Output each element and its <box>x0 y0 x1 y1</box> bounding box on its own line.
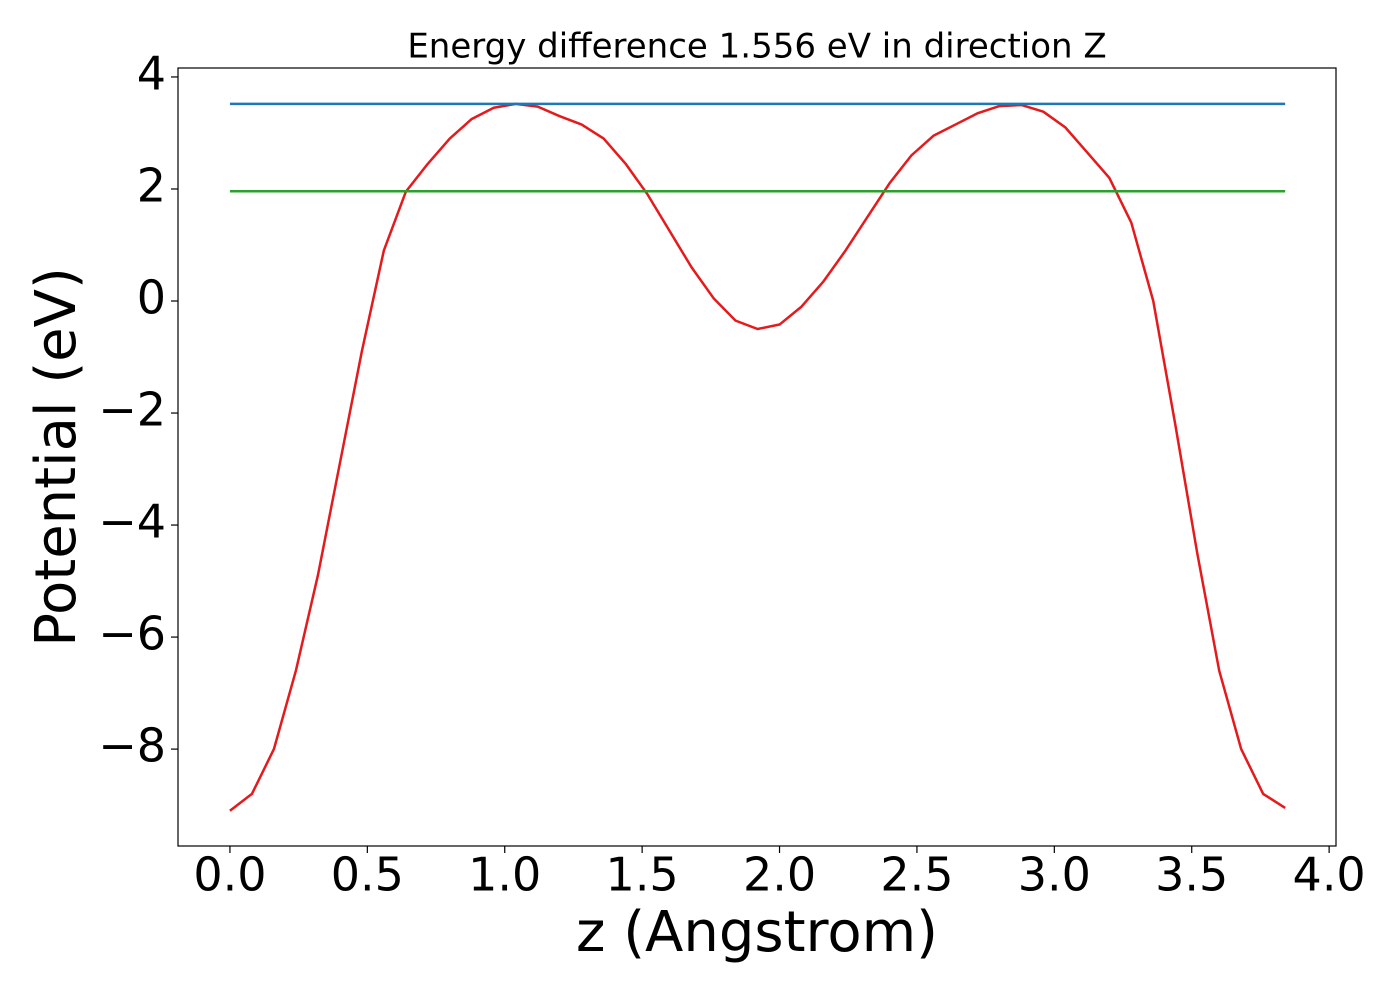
x-tick-label: 3.0 <box>1018 848 1091 902</box>
x-tick-label: 2.0 <box>743 848 816 902</box>
y-tick-label: −4 <box>98 495 166 549</box>
y-tick-label: 0 <box>137 271 166 325</box>
x-tick-label: 1.0 <box>468 848 541 902</box>
y-tick-label: −8 <box>98 719 166 773</box>
series-line <box>229 102 1286 812</box>
x-tick-label: 4.0 <box>1293 848 1366 902</box>
y-axis-label: Potential (eV) <box>24 267 89 647</box>
x-tick-label: 2.5 <box>880 848 953 902</box>
y-tick-label: 2 <box>137 158 166 212</box>
chart-title: Energy difference 1.556 eV in direction … <box>407 27 1106 67</box>
x-tick-label: 1.5 <box>606 848 679 902</box>
y-tick-label: −2 <box>98 383 166 437</box>
y-tick-label: −6 <box>98 607 166 661</box>
x-tick-label: 0.5 <box>331 848 404 902</box>
x-tick-label: 0.0 <box>193 848 266 902</box>
x-axis-label: z (Angstrom) <box>576 900 938 965</box>
y-tick-label: 4 <box>137 46 166 100</box>
x-tick-label: 3.5 <box>1155 848 1228 902</box>
plot-frame <box>177 67 1337 847</box>
